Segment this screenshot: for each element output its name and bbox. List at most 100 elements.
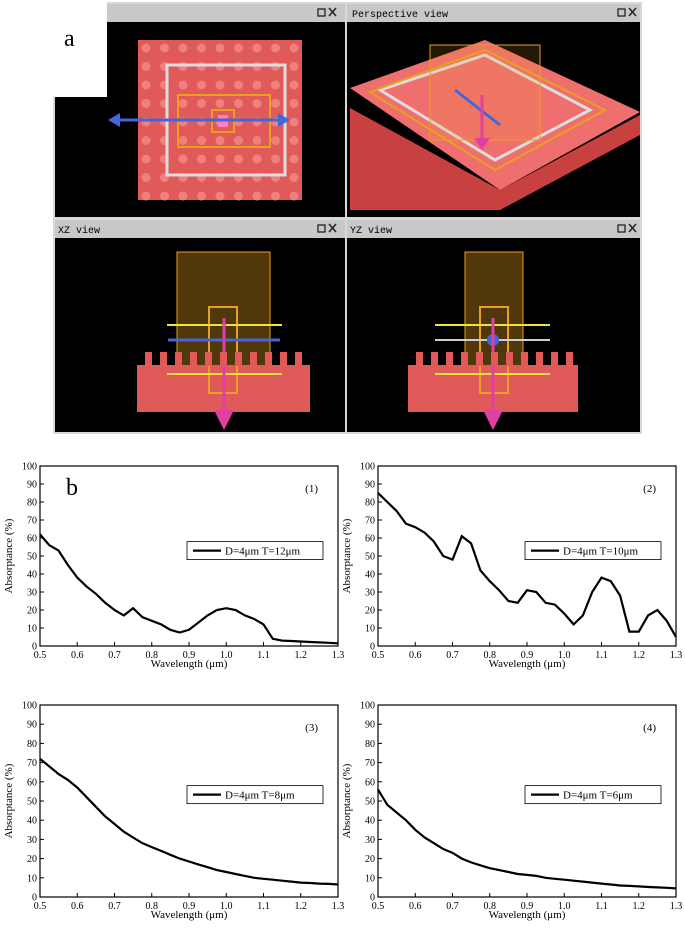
pillar xyxy=(197,80,206,90)
close-button xyxy=(328,223,337,233)
pillar xyxy=(252,191,262,201)
pillar xyxy=(197,43,206,53)
pillar xyxy=(141,99,151,108)
x-tick-label: 0.9 xyxy=(521,901,534,912)
x-tick-label: 0.8 xyxy=(484,901,497,912)
top-view-scene xyxy=(108,40,302,201)
pillar xyxy=(271,43,280,53)
view-title: Perspective view xyxy=(352,9,448,21)
slab-top xyxy=(350,40,640,190)
y-tick-label: 70 xyxy=(365,758,375,769)
y-tick-label: 70 xyxy=(365,516,375,527)
pillar xyxy=(141,62,151,71)
y-tick-label: 0 xyxy=(32,893,37,904)
pillar xyxy=(178,99,188,108)
legend-label: D=4μm T=10μm xyxy=(563,546,638,558)
label-area xyxy=(0,0,107,97)
pillar xyxy=(178,154,188,164)
x-tick-label: 0.9 xyxy=(183,650,196,661)
y-tick-label: 10 xyxy=(27,873,37,884)
x-tick-label: 0.5 xyxy=(372,650,385,661)
close-button xyxy=(628,7,637,17)
y-axis-label: Absorptance (%) xyxy=(341,763,353,838)
x-tick-label: 0.6 xyxy=(409,650,422,661)
arrowhead xyxy=(214,410,234,430)
y-tick-label: 0 xyxy=(370,642,375,653)
pillar xyxy=(215,191,225,201)
y-tick-label: 10 xyxy=(27,624,37,635)
y-tick-label: 20 xyxy=(27,854,37,865)
data-line xyxy=(377,788,677,890)
y-tick-label: 40 xyxy=(365,816,375,827)
pillar xyxy=(215,43,225,53)
pillar xyxy=(250,352,257,366)
pillar xyxy=(252,154,262,164)
pillar xyxy=(289,191,299,201)
pillar xyxy=(289,43,299,53)
arrow xyxy=(454,88,501,127)
y-tick-label: 40 xyxy=(27,570,37,581)
pillar xyxy=(271,80,280,90)
pillar xyxy=(289,136,299,145)
pillar xyxy=(431,352,438,366)
data-line xyxy=(39,757,339,886)
pillar xyxy=(252,43,262,53)
x-tick-label: 1.1 xyxy=(257,901,270,912)
x-tick-label: 0.5 xyxy=(34,650,47,661)
pillar xyxy=(205,352,212,366)
x-tick-label: 0.7 xyxy=(446,901,459,912)
y-tick-label: 20 xyxy=(365,854,375,865)
y-tick-label: 50 xyxy=(27,552,37,563)
pillar xyxy=(295,352,302,366)
legend-box xyxy=(186,541,324,560)
x-tick-label: 1.3 xyxy=(332,901,345,912)
pillar xyxy=(234,191,243,201)
y-tick-label: 100 xyxy=(360,462,375,473)
pillar xyxy=(178,191,188,201)
pillar xyxy=(234,136,243,145)
y-tick-label: 50 xyxy=(365,797,375,808)
pillar xyxy=(160,352,167,366)
panel-label: b xyxy=(66,475,78,501)
pillar xyxy=(215,80,225,90)
x-tick-label: 1.2 xyxy=(633,901,646,912)
annotation: (1) xyxy=(305,483,318,495)
y-tick-label: 60 xyxy=(27,534,37,545)
x-tick-label: 1.3 xyxy=(670,650,683,661)
pillar xyxy=(160,191,169,201)
pillar xyxy=(160,43,169,53)
pillar xyxy=(145,352,152,366)
pillar xyxy=(197,99,206,108)
y-tick-label: 100 xyxy=(22,701,37,712)
y-tick-label: 90 xyxy=(365,480,375,491)
pillar xyxy=(551,352,558,366)
x-tick-label: 1.3 xyxy=(332,650,345,661)
pillar xyxy=(521,352,528,366)
pillar xyxy=(234,99,243,108)
pillar xyxy=(178,80,188,90)
window-button xyxy=(317,8,326,17)
pillar xyxy=(235,352,242,366)
data-line xyxy=(39,533,339,645)
pillar xyxy=(566,352,573,366)
pillar xyxy=(215,154,225,164)
x-tick-label: 0.8 xyxy=(146,650,159,661)
pillar xyxy=(446,352,453,366)
pillar xyxy=(215,136,225,145)
x-tick-label: 1.0 xyxy=(220,650,233,661)
y-tick-label: 30 xyxy=(27,835,37,846)
x-tick-label: 0.5 xyxy=(372,901,385,912)
y-tick-label: 10 xyxy=(365,873,375,884)
y-axis-label: Absorptance (%) xyxy=(3,518,15,593)
annotation: (2) xyxy=(643,483,656,495)
pane-titlebar xyxy=(55,220,345,238)
pillar xyxy=(271,154,280,164)
x-tick-label: 0.7 xyxy=(446,650,459,661)
y-tick-label: 60 xyxy=(365,777,375,788)
pane-titlebar xyxy=(347,220,640,238)
arrowhead xyxy=(108,113,120,127)
outline xyxy=(367,48,608,172)
pillar xyxy=(265,352,272,366)
